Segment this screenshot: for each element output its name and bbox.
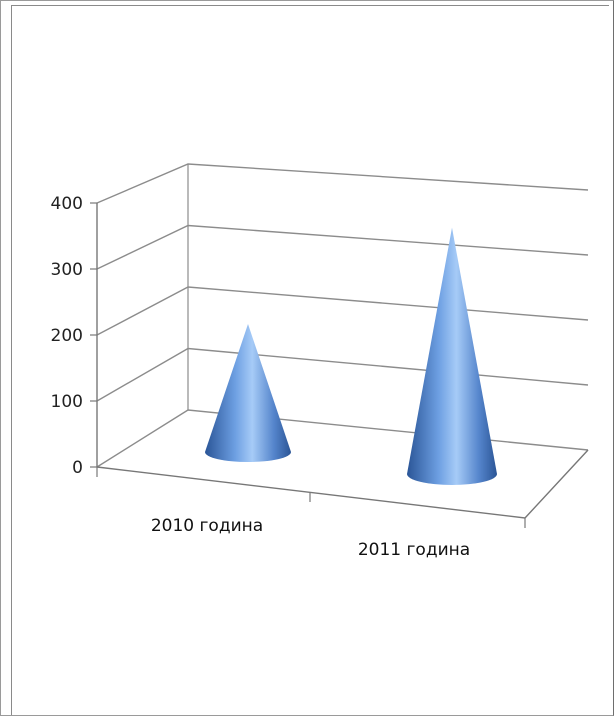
gridline xyxy=(96,409,589,468)
floor-edge xyxy=(96,449,589,519)
gridline xyxy=(96,286,589,336)
gridline xyxy=(96,163,589,204)
y-tick-label: 300 xyxy=(51,260,83,280)
x-axis-category-labels: 2010 година 2011 година xyxy=(151,516,470,560)
x-category-label: 2010 година xyxy=(151,516,263,536)
y-tick-label: 0 xyxy=(72,458,83,478)
gridline xyxy=(96,347,589,402)
gridlines xyxy=(96,163,589,468)
cone-bar xyxy=(407,227,497,485)
gridline xyxy=(96,224,589,270)
cone-bar xyxy=(205,324,291,462)
y-tick-label: 400 xyxy=(51,194,83,214)
y-axis-tick-labels: 0 100 200 300 400 xyxy=(51,194,83,478)
cones xyxy=(205,227,497,485)
x-category-label: 2011 година xyxy=(358,540,470,560)
y-tick-label: 100 xyxy=(51,392,83,412)
axes xyxy=(90,164,589,528)
y-tick-label: 200 xyxy=(51,326,83,346)
